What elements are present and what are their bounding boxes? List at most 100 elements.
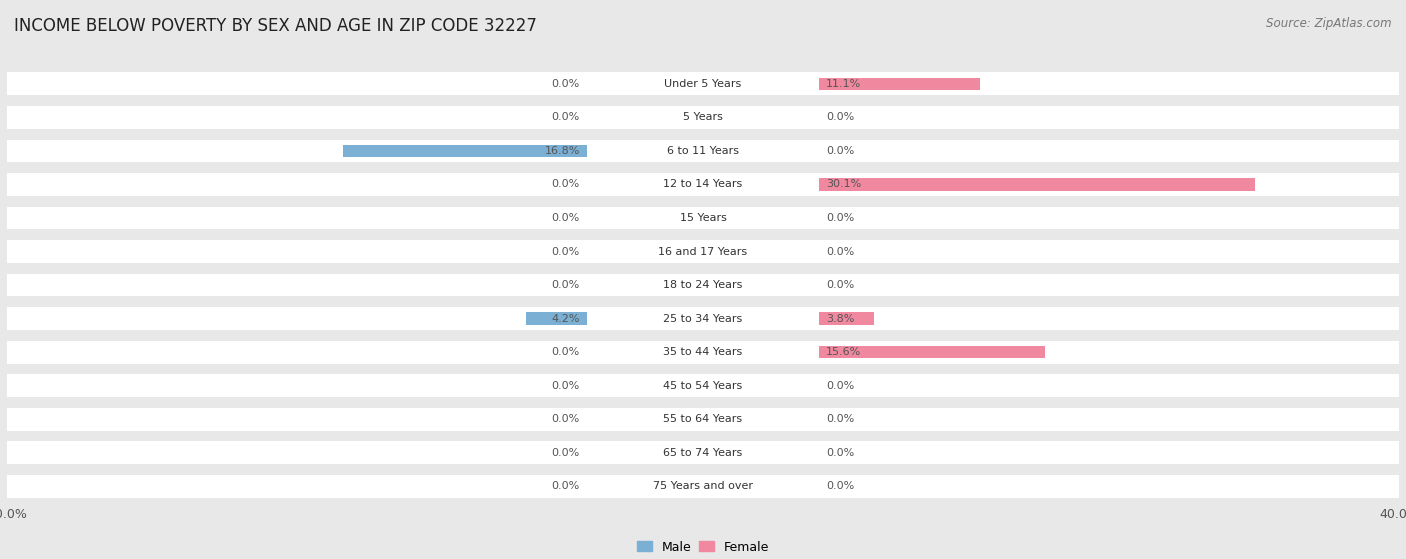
Bar xyxy=(572,240,588,263)
Bar xyxy=(572,173,588,196)
Text: 0.0%: 0.0% xyxy=(551,381,579,391)
Text: 11.1%: 11.1% xyxy=(827,79,862,89)
Text: 55 to 64 Years: 55 to 64 Years xyxy=(664,414,742,424)
Bar xyxy=(818,307,834,330)
Bar xyxy=(588,240,818,263)
Bar xyxy=(818,240,834,263)
Bar xyxy=(7,341,588,363)
Legend: Male, Female: Male, Female xyxy=(631,536,775,558)
Bar xyxy=(818,375,1399,397)
Text: INCOME BELOW POVERTY BY SEX AND AGE IN ZIP CODE 32227: INCOME BELOW POVERTY BY SEX AND AGE IN Z… xyxy=(14,17,537,35)
Bar xyxy=(588,240,818,263)
Text: 5 Years: 5 Years xyxy=(683,112,723,122)
Bar xyxy=(588,73,818,95)
Bar xyxy=(572,140,588,162)
Text: 30.1%: 30.1% xyxy=(827,179,862,190)
Bar xyxy=(572,73,588,95)
Bar xyxy=(818,240,1399,263)
Bar xyxy=(572,375,588,397)
Bar xyxy=(572,475,588,498)
Bar xyxy=(7,408,588,430)
Bar xyxy=(818,341,1399,363)
Bar xyxy=(818,140,834,162)
Bar xyxy=(572,307,588,330)
Text: 0.0%: 0.0% xyxy=(551,112,579,122)
Text: 0.0%: 0.0% xyxy=(827,481,855,491)
Text: Under 5 Years: Under 5 Years xyxy=(665,79,741,89)
Text: 25 to 34 Years: 25 to 34 Years xyxy=(664,314,742,324)
Bar xyxy=(818,178,1256,191)
Text: 0.0%: 0.0% xyxy=(827,280,855,290)
Bar xyxy=(818,274,834,296)
Bar xyxy=(588,140,818,162)
Bar xyxy=(588,408,818,430)
Bar xyxy=(588,173,818,196)
Bar xyxy=(7,442,588,464)
Text: 16 and 17 Years: 16 and 17 Years xyxy=(658,247,748,257)
Bar xyxy=(818,73,1399,95)
Bar xyxy=(572,341,588,363)
Text: 0.0%: 0.0% xyxy=(551,280,579,290)
Bar xyxy=(818,207,834,229)
Bar xyxy=(588,274,818,296)
Text: 75 Years and over: 75 Years and over xyxy=(652,481,754,491)
Text: 0.0%: 0.0% xyxy=(551,414,579,424)
Bar xyxy=(588,106,818,129)
Text: 0.0%: 0.0% xyxy=(551,448,579,458)
Bar xyxy=(588,442,818,464)
Text: 0.0%: 0.0% xyxy=(551,213,579,223)
Bar xyxy=(7,307,588,330)
Bar xyxy=(588,408,818,430)
Bar xyxy=(818,442,834,464)
Bar xyxy=(588,73,818,95)
Bar xyxy=(572,408,588,430)
Text: 3.8%: 3.8% xyxy=(827,314,855,324)
Text: 12 to 14 Years: 12 to 14 Years xyxy=(664,179,742,190)
Bar xyxy=(343,145,588,157)
Bar xyxy=(572,106,588,129)
Bar xyxy=(7,240,588,263)
Bar xyxy=(588,375,818,397)
Bar xyxy=(588,307,818,330)
Bar xyxy=(818,173,1399,196)
Bar xyxy=(818,475,1399,498)
Text: 0.0%: 0.0% xyxy=(827,247,855,257)
Text: 65 to 74 Years: 65 to 74 Years xyxy=(664,448,742,458)
Bar xyxy=(588,341,818,363)
Bar xyxy=(588,173,818,196)
Bar xyxy=(7,73,588,95)
Bar xyxy=(7,375,588,397)
Text: 0.0%: 0.0% xyxy=(551,179,579,190)
Text: 0.0%: 0.0% xyxy=(827,448,855,458)
Text: 0.0%: 0.0% xyxy=(827,112,855,122)
Bar xyxy=(7,207,588,229)
Bar xyxy=(7,140,588,162)
Bar xyxy=(572,274,588,296)
Bar xyxy=(572,442,588,464)
Bar xyxy=(818,346,1045,358)
Bar xyxy=(818,73,834,95)
Text: 15.6%: 15.6% xyxy=(827,347,862,357)
Bar xyxy=(588,274,818,296)
Text: 0.0%: 0.0% xyxy=(827,146,855,156)
Text: 18 to 24 Years: 18 to 24 Years xyxy=(664,280,742,290)
Bar xyxy=(818,106,834,129)
Text: 45 to 54 Years: 45 to 54 Years xyxy=(664,381,742,391)
Bar xyxy=(818,312,875,325)
Bar xyxy=(588,207,818,229)
Text: 0.0%: 0.0% xyxy=(551,247,579,257)
Bar xyxy=(588,207,818,229)
Bar xyxy=(7,475,588,498)
Bar xyxy=(818,106,1399,129)
Text: 0.0%: 0.0% xyxy=(827,213,855,223)
Text: 0.0%: 0.0% xyxy=(551,79,579,89)
Bar xyxy=(588,341,818,363)
Text: 0.0%: 0.0% xyxy=(827,414,855,424)
Bar xyxy=(818,140,1399,162)
Text: 0.0%: 0.0% xyxy=(827,381,855,391)
Text: 0.0%: 0.0% xyxy=(551,347,579,357)
Bar xyxy=(526,312,588,325)
Text: 16.8%: 16.8% xyxy=(544,146,579,156)
Bar xyxy=(7,274,588,296)
Text: 4.2%: 4.2% xyxy=(551,314,579,324)
